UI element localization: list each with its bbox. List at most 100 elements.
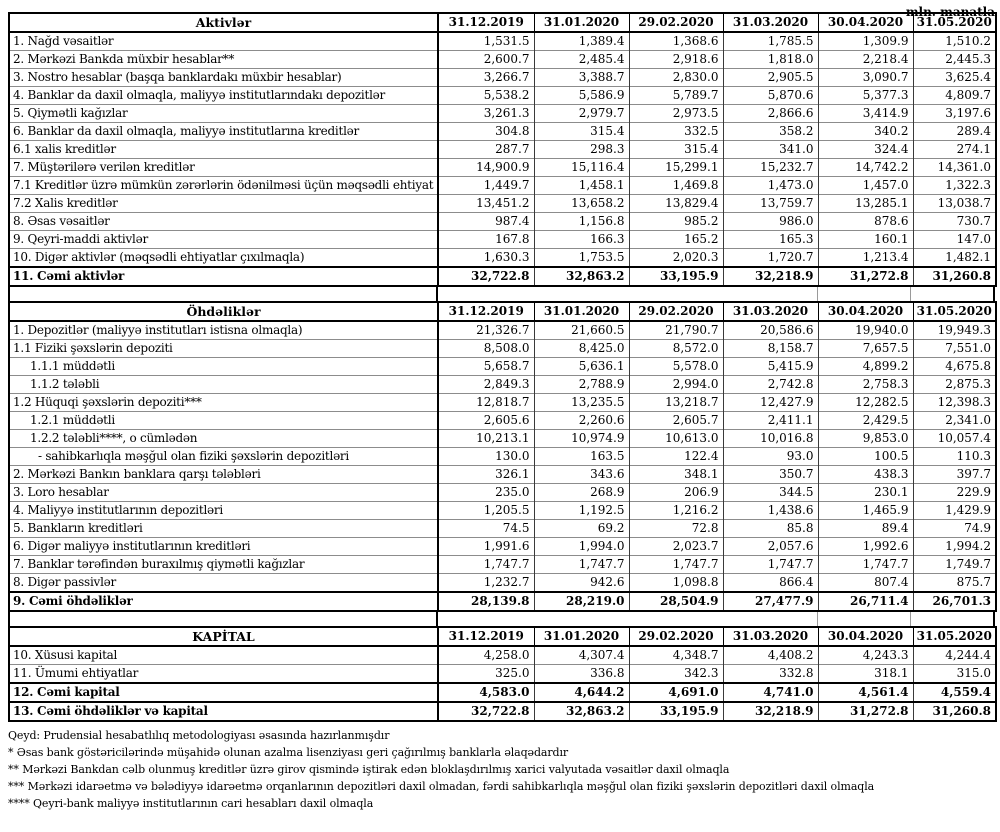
- value-cell: 324.4: [817, 140, 913, 159]
- value-cell: 32,218.9: [722, 701, 818, 721]
- date-header: 30.04.2020: [817, 627, 913, 647]
- value-cell: 1,749.7: [912, 555, 996, 574]
- value-cell: 26,711.4: [817, 591, 913, 611]
- value-cell: 4,741.0: [722, 682, 818, 702]
- value-cell: 7,657.5: [817, 339, 913, 358]
- grid-line-stub: [910, 287, 911, 301]
- value-cell: 5,789.7: [628, 86, 723, 105]
- value-cell: 110.3: [912, 447, 996, 466]
- value-cell: 235.0: [437, 483, 534, 502]
- value-cell: 878.6: [817, 212, 913, 231]
- grid-line-stub: [817, 287, 818, 301]
- value-cell: 13,218.7: [628, 393, 723, 412]
- value-cell: 4,691.0: [628, 682, 723, 702]
- value-cell: 14,900.9: [437, 158, 534, 177]
- value-cell: 866.4: [722, 573, 818, 592]
- value-cell: 85.8: [722, 519, 818, 538]
- table-row: 9. Cəmi öhdəliklər 28,139.8 28,219.0 28,504…: [9, 591, 996, 611]
- value-cell: 5,377.3: [817, 86, 913, 105]
- grid-line-stub: [993, 612, 995, 626]
- row-label: 1.2.2 tələbli****, o cümlədən: [9, 429, 439, 448]
- table-gap: [8, 287, 995, 301]
- table-row: 13. Cəmi öhdəliklər və kapital 32,722.8 32…: [9, 701, 996, 721]
- value-cell: 3,388.7: [533, 68, 629, 87]
- value-cell: 1,438.6: [722, 501, 818, 520]
- value-cell: 15,116.4: [533, 158, 629, 177]
- value-cell: 1,192.5: [533, 501, 629, 520]
- value-cell: 985.2: [628, 212, 723, 231]
- table-row: 4. Banklar da daxil olmaqla, maliyyə ins…: [9, 86, 996, 105]
- row-label: 1. Nağd vəsaitlər: [9, 31, 439, 51]
- table-aktivler: Aktivlər 31.12.2019 31.01.2020 29.02.2020 31…: [8, 12, 997, 287]
- table-row: 10. Digər aktivlər (məqsədli ehtiyatlar …: [9, 248, 996, 267]
- value-cell: 289.4: [912, 122, 996, 141]
- value-cell: 2,605.6: [437, 411, 534, 430]
- value-cell: 33,195.9: [628, 266, 723, 286]
- value-cell: 268.9: [533, 483, 629, 502]
- row-label: 5. Qiymətli kağızlar: [9, 104, 439, 123]
- value-cell: 1,510.2: [912, 31, 996, 51]
- row-label: 2. Mərkəzi Bankın banklara qarşı tələblə…: [9, 465, 439, 484]
- value-cell: 12,398.3: [912, 393, 996, 412]
- value-cell: 21,326.7: [437, 320, 534, 340]
- grid-line-stub: [910, 612, 911, 626]
- value-cell: 350.7: [722, 465, 818, 484]
- footnote-1: * Əsas bank göstəricilərində müşahidə ol…: [8, 746, 569, 759]
- value-cell: 122.4: [628, 447, 723, 466]
- table-row: 10. Xüsusi kapital 4,258.0 4,307.4 4,348.7 4…: [9, 645, 996, 665]
- value-cell: 1,205.5: [437, 501, 534, 520]
- table-row: 1. Nağd vəsaitlər 1,531.5 1,389.4 1,368.6 1,…: [9, 31, 996, 51]
- table-row: - sahibkarlıqla məşğul olan fiziki şəxsl…: [9, 447, 996, 466]
- row-label: - sahibkarlıqla məşğul olan fiziki şəxsl…: [9, 447, 439, 466]
- value-cell: 986.0: [722, 212, 818, 231]
- value-cell: 298.3: [533, 140, 629, 159]
- value-cell: 4,244.4: [912, 645, 996, 665]
- row-label: 12. Cəmi kapital: [9, 682, 439, 702]
- value-cell: 2,605.7: [628, 411, 723, 430]
- value-cell: 1,747.7: [722, 555, 818, 574]
- table-row: 2. Mərkəzi Bankın banklara qarşı tələblə…: [9, 465, 996, 484]
- row-label: 4. Maliyyə institutlarının depozitləri: [9, 501, 439, 520]
- value-cell: 2,742.8: [722, 375, 818, 394]
- value-cell: 315.0: [912, 664, 996, 683]
- value-cell: 89.4: [817, 519, 913, 538]
- table-row: 6. Digər maliyyə institutlarının kreditl…: [9, 537, 996, 556]
- value-cell: 4,258.0: [437, 645, 534, 665]
- value-cell: 1,994.2: [912, 537, 996, 556]
- table-title-ohdelikler: Öhdəliklər: [9, 302, 439, 322]
- value-cell: 3,625.4: [912, 68, 996, 87]
- value-cell: 3,414.9: [817, 104, 913, 123]
- row-label: 7.2 Xalis kreditlər: [9, 194, 439, 213]
- value-cell: 1,531.5: [437, 31, 534, 51]
- value-cell: 1,994.0: [533, 537, 629, 556]
- value-cell: 130.0: [437, 447, 534, 466]
- value-cell: 147.0: [912, 230, 996, 249]
- value-cell: 12,818.7: [437, 393, 534, 412]
- value-cell: 1,213.4: [817, 248, 913, 267]
- value-cell: 326.1: [437, 465, 534, 484]
- row-label: 1.2.1 müddətli: [9, 411, 439, 430]
- value-cell: 28,219.0: [533, 591, 629, 611]
- value-cell: 69.2: [533, 519, 629, 538]
- value-cell: 3,090.7: [817, 68, 913, 87]
- table-row: 5. Qiymətli kağızlar 3,261.3 2,979.7 2,973.…: [9, 104, 996, 123]
- table-row: 7.1 Kreditlər üzrə mümkün zərərlərin ödə…: [9, 176, 996, 195]
- footnote-3: *** Mərkəzi idarəetmə və bələdiyyə idarə…: [8, 780, 875, 793]
- value-cell: 2,875.3: [912, 375, 996, 394]
- value-cell: 397.7: [912, 465, 996, 484]
- value-cell: 2,057.6: [722, 537, 818, 556]
- value-cell: 32,863.2: [533, 266, 629, 286]
- value-cell: 74.9: [912, 519, 996, 538]
- table-row: 6. Banklar da daxil olmaqla, maliyyə ins…: [9, 122, 996, 141]
- row-label: 3. Loro hesablar: [9, 483, 439, 502]
- value-cell: 2,429.5: [817, 411, 913, 430]
- table-row: 1.1.1 müddətli 5,658.7 5,636.1 5,578.0 5,415…: [9, 357, 996, 376]
- value-cell: 8,158.7: [722, 339, 818, 358]
- value-cell: 7,551.0: [912, 339, 996, 358]
- value-cell: 2,485.4: [533, 50, 629, 69]
- value-cell: 5,538.2: [437, 86, 534, 105]
- value-cell: 206.9: [628, 483, 723, 502]
- value-cell: 2,830.0: [628, 68, 723, 87]
- table-row: 1.2.2 tələbli****, o cümlədən 10,213.1 10,…: [9, 429, 996, 448]
- header-row: KAPİTAL 31.12.2019 31.01.2020 29.02.2020 31.…: [9, 627, 996, 647]
